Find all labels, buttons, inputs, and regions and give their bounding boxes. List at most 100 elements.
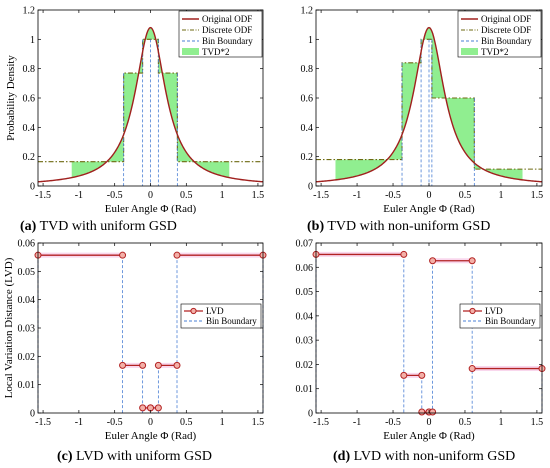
x-axis-label: Euler Angle Φ (Rad) — [105, 203, 197, 215]
x-tick-label: 1.5 — [531, 190, 544, 201]
y-tick-label: 0.06 — [18, 239, 36, 250]
x-tick-label: -1 — [75, 417, 83, 428]
legend-entry: Original ODF — [481, 14, 531, 24]
panel-a: -1.5 -1 -0.5 0 0.5 1 1.5 0 0.2 0.4 0.6 0.8 1 1.2 Euler… — [5, 6, 264, 216]
y-tick-label: 0.6 — [23, 94, 36, 105]
caption-c: (c) LVD with uniform GSD — [57, 449, 212, 464]
panel-d: -1.5 -1 -0.5 0 0.5 1 1.5 0 0.01 0.02 0.03 0.04 0.05 0… — [296, 239, 546, 442]
y-tick-label: 0.05 — [296, 287, 314, 298]
legend-entry: TVD*2 — [202, 47, 230, 57]
y-tick-label: 0.2 — [23, 152, 36, 163]
tvd-area — [402, 51, 422, 135]
x-tick-label: 0 — [427, 417, 432, 428]
x-tick-label: -1.5 — [35, 417, 51, 428]
plot-area — [38, 26, 263, 186]
x-tick-label: -0.5 — [107, 417, 123, 428]
x-tick-label: -1 — [75, 190, 83, 201]
y-tick-label: 0.4 — [23, 123, 36, 134]
caption-letter: (b) — [307, 219, 324, 234]
x-tick-label: 1 — [498, 190, 503, 201]
caption-letter: (c) — [57, 449, 73, 464]
caption-letter: (a) — [20, 219, 37, 234]
x-tick-label: 1 — [220, 417, 225, 428]
caption-text: TVD with non-uniform GSD — [324, 219, 490, 234]
lvd-point — [429, 408, 437, 416]
tvd-area — [150, 27, 159, 52]
y-tick-label: 0.8 — [301, 64, 314, 75]
lvd-point — [468, 257, 476, 265]
lvd-point — [468, 365, 476, 373]
caption-text: TVD with uniform GSD — [36, 219, 177, 234]
x-tick-label: -1 — [353, 417, 361, 428]
tvd-area — [123, 51, 143, 135]
caption-text: LVD with uniform GSD — [73, 449, 213, 464]
y-tick-label: 0.05 — [18, 267, 36, 278]
caption-letter: (d) — [333, 449, 350, 464]
x-tick-label: 0.5 — [180, 417, 193, 428]
x-tick-label: 1 — [498, 417, 503, 428]
lvd-point — [119, 361, 127, 369]
tvd-area — [158, 51, 178, 135]
lvd-point — [139, 361, 147, 369]
legend-entry: TVD*2 — [481, 47, 509, 57]
x-tick-label: -1.5 — [35, 190, 51, 201]
legend-entry: Original ODF — [202, 14, 252, 24]
legend-swatch-lvd-marker — [469, 307, 476, 315]
y-tick-label: 0.03 — [296, 336, 314, 347]
lvd-point — [400, 371, 408, 379]
x-tick-label: -0.5 — [107, 190, 123, 201]
caption-a: (a) TVD with uniform GSD — [20, 219, 177, 234]
y-tick-label: 0 — [30, 182, 35, 193]
y-tick-label: 0.6 — [301, 94, 314, 105]
legend-entry: LVD — [485, 306, 503, 316]
x-tick-label: -1 — [353, 190, 361, 201]
y-tick-label: 1.2 — [301, 6, 314, 17]
y-tick-label: 0.01 — [296, 384, 314, 395]
x-tick-label: 1.5 — [252, 190, 265, 201]
x-tick-label: 0 — [148, 417, 153, 428]
y-tick-label: 0.07 — [296, 239, 314, 250]
x-tick-label: 0.5 — [459, 417, 472, 428]
x-tick-label: 0 — [427, 190, 432, 201]
y-tick-label: 1 — [308, 35, 313, 46]
tvd-area — [474, 162, 523, 180]
original-odf-line — [316, 26, 542, 183]
lvd-point — [119, 251, 127, 259]
x-tick-label: -0.5 — [385, 417, 401, 428]
legend-swatch-lvd-marker — [190, 307, 197, 315]
lvd-point — [139, 404, 147, 412]
x-axis-label: Euler Angle Φ (Rad) — [383, 203, 475, 215]
plot-area — [316, 26, 542, 186]
legend-swatch-tvd — [182, 48, 199, 55]
y-tick-label: 1.2 — [23, 6, 36, 17]
legend-entry: Discrete ODF — [481, 25, 531, 35]
y-tick-label: 0.01 — [18, 380, 36, 391]
x-tick-label: -1.5 — [313, 417, 329, 428]
plot-area — [34, 251, 267, 413]
legend-entry: Bin Boundary — [206, 316, 257, 326]
y-tick-label: 0.02 — [18, 352, 36, 363]
y-tick-label: 0 — [308, 409, 313, 420]
legend-box — [180, 303, 262, 329]
lvd-point — [418, 371, 426, 379]
y-tick-label: 0.4 — [301, 123, 314, 134]
tvd-area — [421, 27, 429, 52]
tvd-area — [142, 27, 151, 52]
y-tick-label: 0 — [30, 409, 35, 420]
legend-entry: Bin Boundary — [485, 316, 536, 326]
x-tick-label: -1.5 — [313, 190, 329, 201]
x-tick-label: -0.5 — [385, 190, 401, 201]
tvd-area — [431, 31, 475, 163]
tvd-area — [177, 134, 230, 178]
discrete-odf-line — [38, 38, 263, 163]
x-tick-label: 1.5 — [531, 417, 544, 428]
tvd-area — [335, 134, 403, 180]
y-axis-label: Local Variation Distance (LVD) — [3, 257, 15, 398]
panel-b: -1.5 -1 -0.5 0 0.5 1 1.5 0 0.2 0.4 0.6 0.8 1 1.2 Euler… — [301, 6, 544, 216]
y-tick-label: 0.2 — [301, 152, 314, 163]
x-axis-label: Euler Angle Φ (Rad) — [105, 430, 197, 442]
